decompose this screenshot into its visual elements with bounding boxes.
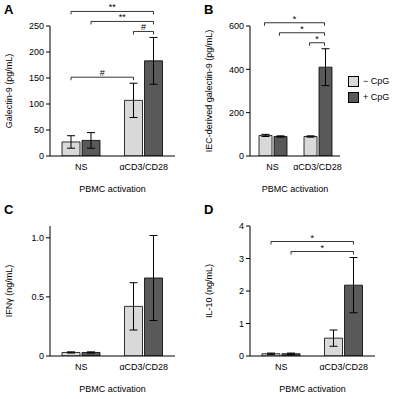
svg-text:*: * (320, 243, 324, 253)
svg-text:NS: NS (75, 162, 88, 172)
svg-text:2: 2 (239, 286, 244, 296)
svg-text:**: ** (119, 12, 127, 22)
svg-text:αCD3/CD28: αCD3/CD28 (119, 162, 168, 172)
svg-text:C: C (8, 202, 14, 217)
svg-text:αCD3/CD28: αCD3/CD28 (319, 362, 368, 372)
svg-text:1.0: 1.0 (31, 233, 44, 243)
svg-text:A: A (8, 2, 14, 17)
svg-text:1: 1 (239, 319, 244, 329)
svg-text:50: 50 (34, 125, 44, 135)
svg-text:IEC-derived galectin-9 (pg/mL): IEC-derived galectin-9 (pg/mL) (204, 30, 214, 153)
svg-text:IL-10 (ng/mL): IL-10 (ng/mL) (204, 264, 214, 318)
svg-text:150: 150 (29, 73, 44, 83)
svg-text:0.5: 0.5 (31, 292, 44, 302)
svg-text:#: # (100, 68, 105, 78)
svg-text:NS: NS (275, 362, 288, 372)
html-text:− CpG: − CpG (363, 76, 390, 86)
svg-text:200: 200 (229, 108, 244, 118)
svg-text:0: 0 (239, 151, 244, 161)
svg-text:NS: NS (75, 362, 88, 372)
svg-text:600: 600 (229, 21, 244, 31)
svg-text:αCD3/CD28: αCD3/CD28 (119, 362, 168, 372)
html-text:+ CpG: + CpG (363, 92, 390, 102)
svg-text:250: 250 (29, 21, 44, 31)
svg-text:0: 0 (39, 151, 44, 161)
svg-text:*: * (300, 24, 304, 34)
svg-text:400: 400 (229, 65, 244, 75)
svg-text:**: ** (109, 2, 117, 12)
svg-text:*: * (293, 14, 297, 24)
svg-text:B: B (204, 2, 213, 17)
svg-text:PBMC activation: PBMC activation (279, 384, 346, 394)
svg-text:3: 3 (239, 254, 244, 264)
svg-text:αCD3/CD28: αCD3/CD28 (293, 162, 342, 172)
svg-text:0: 0 (39, 351, 44, 361)
svg-text:D: D (204, 202, 213, 217)
svg-text:NS: NS (266, 162, 279, 172)
svg-text:PBMC activation: PBMC activation (262, 184, 329, 194)
svg-text:#: # (141, 22, 146, 32)
svg-text:PBMC activation: PBMC activation (79, 384, 146, 394)
svg-text:*: * (315, 34, 319, 44)
svg-text:0: 0 (239, 351, 244, 361)
svg-text:Galectin-9 (pg/mL): Galectin-9 (pg/mL) (8, 54, 14, 129)
svg-text:100: 100 (29, 99, 44, 109)
svg-text:*: * (310, 233, 314, 243)
svg-text:4: 4 (239, 221, 244, 231)
svg-text:IFNγ (ng/mL): IFNγ (ng/mL) (8, 265, 14, 318)
svg-text:200: 200 (29, 47, 44, 57)
svg-text:PBMC activation: PBMC activation (79, 184, 146, 194)
